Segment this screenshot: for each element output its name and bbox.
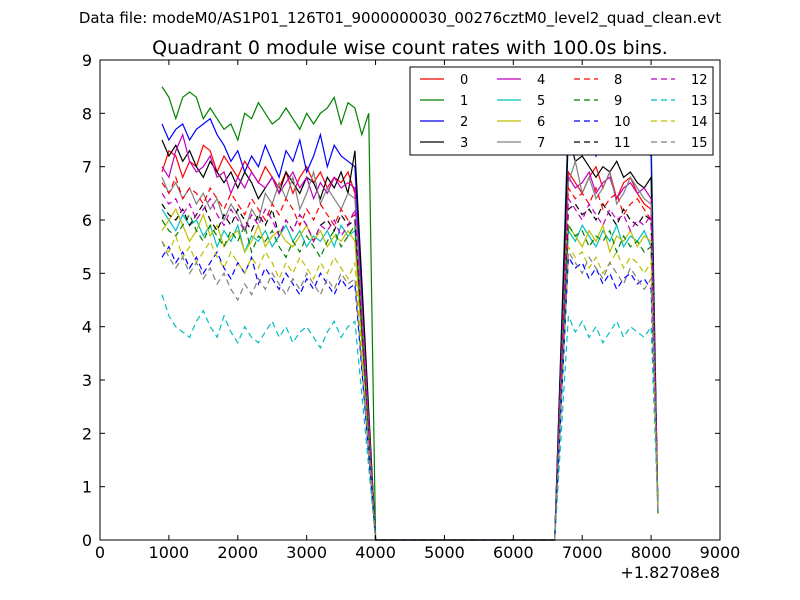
series-line-7 — [161, 158, 659, 541]
legend-label-11: 11 — [614, 136, 631, 151]
y-tick-label: 1 — [82, 478, 92, 497]
y-tick-label: 5 — [82, 264, 92, 283]
y-tick-label: 0 — [82, 531, 92, 550]
legend-label-3: 3 — [460, 136, 468, 151]
y-tick-label: 7 — [82, 158, 92, 177]
legend-label-6: 6 — [537, 115, 545, 130]
legend-label-10: 10 — [614, 115, 631, 130]
series-line-0 — [161, 144, 659, 541]
series-line-10 — [161, 245, 659, 541]
series-line-11 — [161, 202, 659, 541]
legend-label-15: 15 — [691, 136, 708, 151]
series-line-15 — [161, 241, 659, 541]
legend-label-1: 1 — [460, 94, 468, 109]
x-tick-label: 6000 — [493, 543, 534, 562]
plot-frame — [99, 59, 721, 541]
x-offset-label: +1.82708e8 — [620, 563, 720, 582]
legend-label-0: 0 — [460, 73, 468, 88]
legend-box — [409, 66, 714, 156]
legend-label-2: 2 — [460, 115, 468, 130]
plot-lines — [161, 86, 659, 541]
legend-label-9: 9 — [614, 94, 622, 109]
legend-label-4: 4 — [537, 73, 545, 88]
y-tick-label: 8 — [82, 104, 92, 123]
x-tick-label: 3000 — [286, 543, 327, 562]
chart-suptitle: Data file: modeM0/AS1P01_126T01_90000000… — [79, 9, 721, 28]
series-line-13 — [161, 294, 659, 541]
y-tick-label: 4 — [82, 318, 92, 337]
x-tick-label: 0 — [95, 543, 105, 562]
x-tick-label: 2000 — [217, 543, 258, 562]
legend-label-12: 12 — [691, 73, 708, 88]
x-axis: 0 1000 2000 3000 4000 5000 6000 7000 8000 9000 — [95, 60, 740, 562]
legend-label-13: 13 — [691, 94, 708, 109]
legend-label-14: 14 — [691, 115, 708, 130]
x-tick-label: 9000 — [700, 543, 741, 562]
x-tick-label: 8000 — [631, 543, 672, 562]
series-line-4 — [161, 132, 659, 541]
series-line-9 — [161, 213, 659, 541]
legend-label-8: 8 — [614, 73, 622, 88]
y-tick-label: 3 — [82, 371, 92, 390]
y-tick-label: 6 — [82, 211, 92, 230]
series-line-5 — [161, 208, 659, 541]
series-line-14 — [161, 234, 659, 541]
x-tick-label: 7000 — [562, 543, 603, 562]
series-line-8 — [161, 175, 659, 541]
x-tick-label: 1000 — [149, 543, 190, 562]
x-tick-label: 5000 — [424, 543, 465, 562]
chart-title: Quadrant 0 module wise count rates with … — [152, 37, 668, 59]
legend-label-5: 5 — [537, 94, 545, 109]
y-tick-label: 9 — [82, 51, 92, 70]
series-line-6 — [161, 208, 659, 541]
y-tick-label: 2 — [82, 424, 92, 443]
series-line-12 — [161, 192, 659, 541]
x-tick-label: 4000 — [355, 543, 396, 562]
legend-label-7: 7 — [537, 136, 545, 151]
